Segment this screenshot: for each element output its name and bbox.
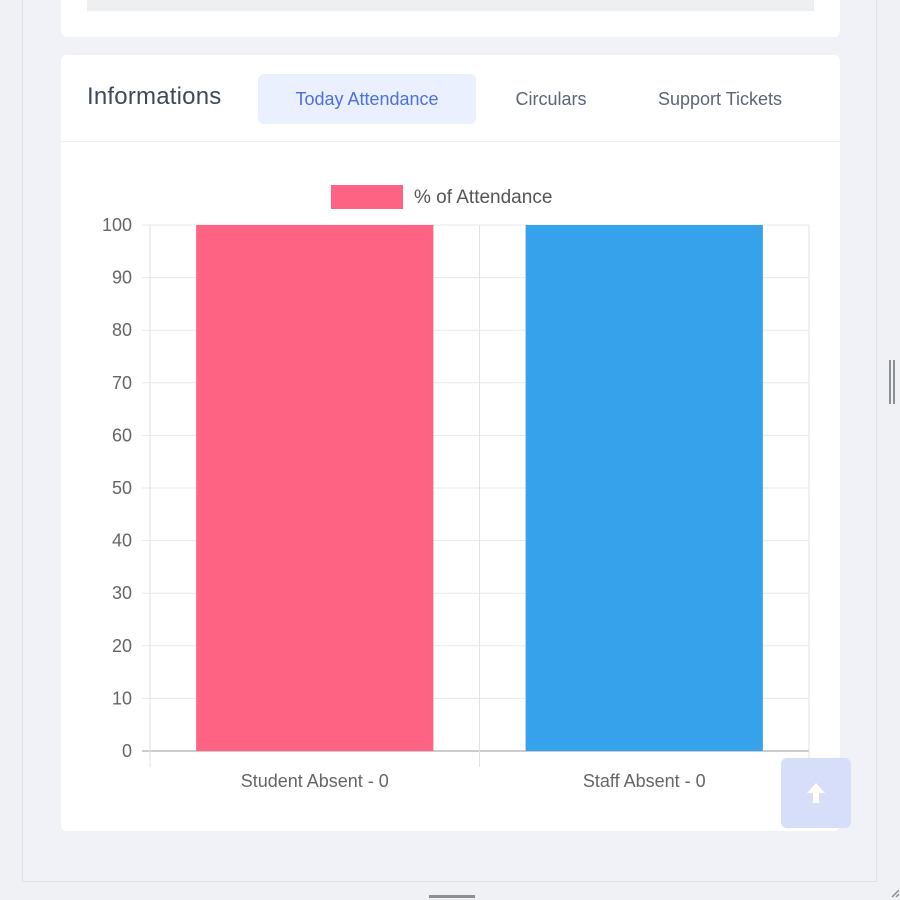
resize-handle-icon[interactable]: [889, 360, 895, 404]
chart-legend: % of Attendance: [331, 185, 552, 209]
bottom-resize-handle[interactable]: [429, 895, 475, 898]
attendance-chart: 0 10 20 30 40 50 60 70 80 90 100 Student Absent - 0…: [102, 185, 810, 791]
y-tick-label: 70: [112, 373, 132, 393]
legend-swatch: [331, 185, 403, 209]
previous-card: [61, 0, 840, 37]
bar: [525, 225, 763, 751]
chart-axes: 0 10 20 30 40 50 60 70 80 90 100 Student Absent - 0…: [102, 215, 706, 791]
y-tick-label: 100: [102, 215, 132, 235]
resize-corner-icon[interactable]: [890, 888, 900, 898]
chart-bars: [196, 225, 763, 751]
bar: [196, 225, 434, 751]
card-title: Informations: [87, 83, 222, 110]
y-tick-label: 30: [112, 583, 132, 603]
scroll-to-top-button[interactable]: [781, 758, 851, 828]
x-tick-label: Student Absent - 0: [241, 771, 389, 791]
tab-circulars[interactable]: Circulars: [515, 89, 587, 109]
y-tick-label: 0: [122, 741, 132, 761]
y-tick-label: 40: [112, 531, 132, 551]
y-tick-label: 80: [112, 320, 132, 340]
y-tick-label: 60: [112, 425, 132, 445]
y-tick-label: 50: [112, 478, 132, 498]
x-tick-label: Staff Absent - 0: [583, 771, 706, 791]
tab-today-attendance[interactable]: Today Attendance: [258, 74, 476, 124]
y-tick-label: 20: [112, 636, 132, 656]
arrow-up-icon: [807, 783, 825, 803]
y-tick-label: 90: [112, 268, 132, 288]
previous-card-content: [87, 0, 814, 11]
legend-label: % of Attendance: [414, 187, 552, 208]
tab-support-tickets[interactable]: Support Tickets: [657, 89, 783, 109]
y-tick-label: 10: [112, 688, 132, 708]
card-header: Informations Today Attendance Circulars …: [61, 55, 840, 142]
informations-card: Informations Today Attendance Circulars …: [61, 55, 840, 831]
